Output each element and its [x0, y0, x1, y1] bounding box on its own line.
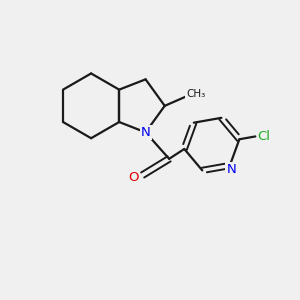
Text: Cl: Cl — [258, 130, 271, 143]
Text: CH₃: CH₃ — [186, 89, 205, 99]
Text: N: N — [226, 163, 236, 176]
Text: O: O — [129, 172, 139, 184]
Text: N: N — [141, 126, 151, 139]
